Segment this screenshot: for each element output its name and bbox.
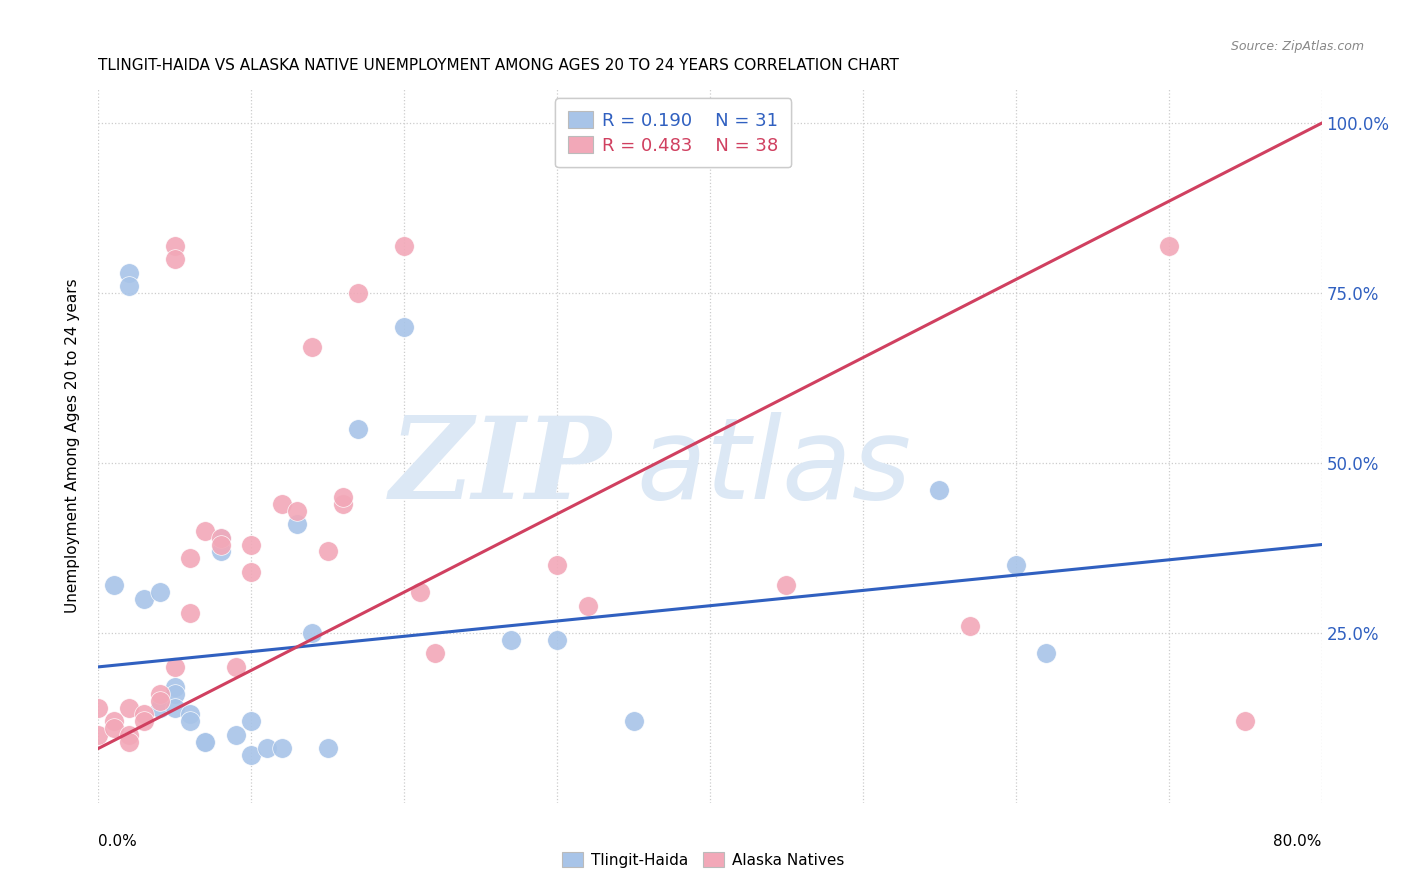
Point bbox=[285, 517, 308, 532]
Point bbox=[87, 700, 110, 714]
Point bbox=[240, 537, 263, 551]
Point bbox=[194, 734, 217, 748]
Point bbox=[1234, 714, 1257, 729]
Point bbox=[194, 524, 217, 538]
Point bbox=[163, 238, 186, 252]
Point bbox=[408, 585, 430, 599]
Point bbox=[149, 694, 172, 708]
Point bbox=[209, 537, 232, 551]
Point bbox=[118, 279, 141, 293]
Point bbox=[928, 483, 950, 498]
Point bbox=[118, 266, 141, 280]
Point bbox=[1157, 238, 1180, 252]
Point bbox=[194, 734, 217, 748]
Point bbox=[240, 748, 263, 763]
Point bbox=[163, 660, 186, 674]
Point bbox=[134, 714, 156, 729]
Point bbox=[256, 741, 278, 756]
Point bbox=[103, 721, 125, 735]
Point bbox=[149, 585, 172, 599]
Point bbox=[332, 497, 354, 511]
Point bbox=[270, 741, 292, 756]
Point bbox=[301, 341, 323, 355]
Point bbox=[209, 531, 232, 545]
Point bbox=[423, 646, 446, 660]
Point bbox=[179, 707, 201, 722]
Point bbox=[1035, 646, 1057, 660]
Point bbox=[103, 578, 125, 592]
Point bbox=[301, 626, 323, 640]
Text: TLINGIT-HAIDA VS ALASKA NATIVE UNEMPLOYMENT AMONG AGES 20 TO 24 YEARS CORRELATIO: TLINGIT-HAIDA VS ALASKA NATIVE UNEMPLOYM… bbox=[98, 58, 900, 73]
Point bbox=[285, 503, 308, 517]
Point bbox=[118, 734, 141, 748]
Point bbox=[316, 544, 339, 558]
Point bbox=[209, 531, 232, 545]
Point bbox=[546, 558, 568, 572]
Point bbox=[1004, 558, 1026, 572]
Point bbox=[163, 252, 186, 266]
Point bbox=[87, 728, 110, 742]
Point bbox=[179, 714, 201, 729]
Point bbox=[332, 490, 354, 504]
Text: atlas: atlas bbox=[637, 412, 911, 523]
Point bbox=[118, 700, 141, 714]
Point bbox=[179, 606, 201, 620]
Point bbox=[959, 619, 981, 633]
Text: 80.0%: 80.0% bbox=[1274, 834, 1322, 849]
Point bbox=[134, 707, 156, 722]
Point bbox=[118, 728, 141, 742]
Point bbox=[347, 286, 370, 301]
Point bbox=[163, 687, 186, 701]
Point bbox=[149, 700, 172, 714]
Point bbox=[209, 544, 232, 558]
Point bbox=[501, 632, 523, 647]
Point bbox=[347, 422, 370, 436]
Legend: R = 0.190    N = 31, R = 0.483    N = 38: R = 0.190 N = 31, R = 0.483 N = 38 bbox=[555, 98, 792, 168]
Point bbox=[316, 741, 339, 756]
Point bbox=[392, 320, 416, 334]
Point bbox=[392, 238, 416, 252]
Point bbox=[270, 497, 292, 511]
Point bbox=[179, 551, 201, 566]
Y-axis label: Unemployment Among Ages 20 to 24 years: Unemployment Among Ages 20 to 24 years bbox=[65, 278, 80, 614]
Point bbox=[240, 714, 263, 729]
Point bbox=[775, 578, 797, 592]
Point bbox=[546, 632, 568, 647]
Text: Source: ZipAtlas.com: Source: ZipAtlas.com bbox=[1230, 40, 1364, 54]
Point bbox=[240, 565, 263, 579]
Point bbox=[103, 714, 125, 729]
Point bbox=[225, 660, 247, 674]
Point bbox=[163, 700, 186, 714]
Point bbox=[149, 687, 172, 701]
Point bbox=[623, 714, 645, 729]
Point bbox=[576, 599, 599, 613]
Text: 0.0%: 0.0% bbox=[98, 834, 138, 849]
Point bbox=[163, 680, 186, 694]
Text: ZIP: ZIP bbox=[391, 412, 612, 523]
Point bbox=[134, 591, 156, 606]
Point bbox=[225, 728, 247, 742]
Legend: Tlingit-Haida, Alaska Natives: Tlingit-Haida, Alaska Natives bbox=[554, 845, 852, 875]
